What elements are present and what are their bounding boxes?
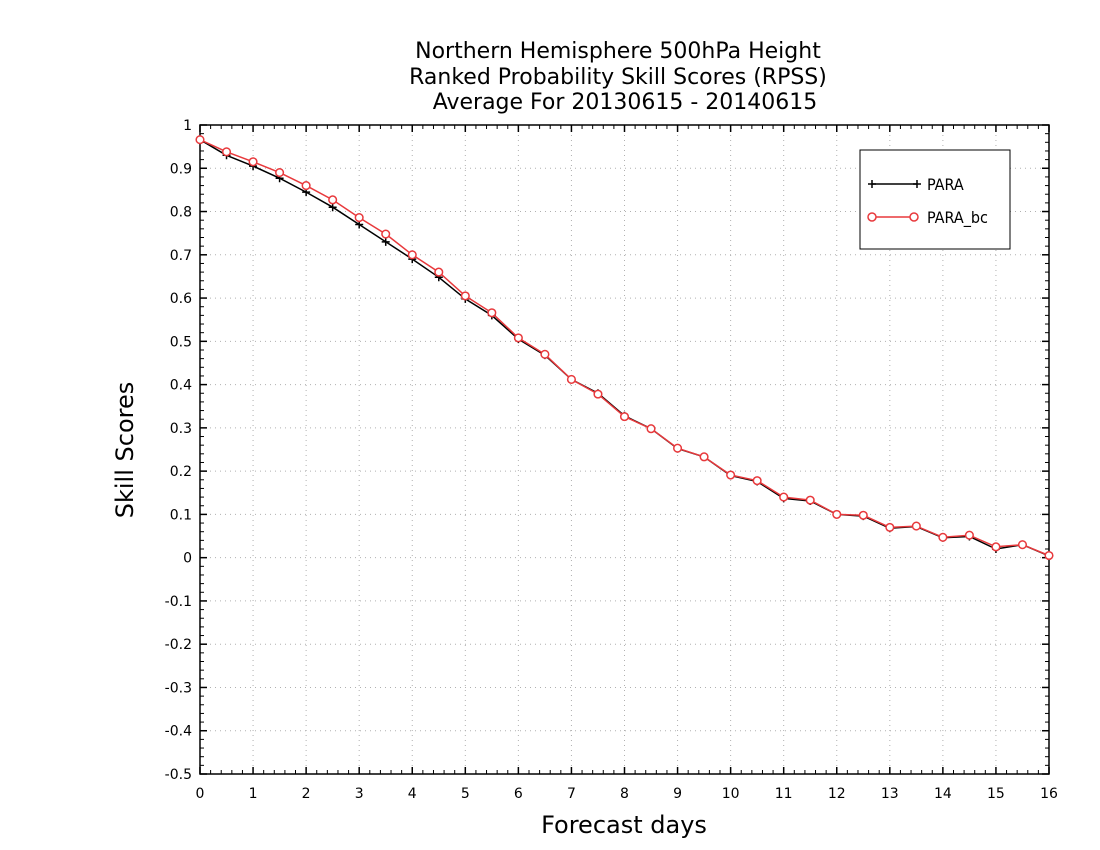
legend-box: [859, 149, 1011, 250]
data-point-para-bc: [275, 168, 285, 178]
circle-marker-icon: [909, 212, 919, 222]
x-tick-label: 15: [987, 786, 1005, 802]
data-point-para-bc: [381, 229, 391, 239]
x-tick-label: 10: [722, 786, 740, 802]
y-tick-label: 0.4: [170, 378, 192, 394]
x-tick-label: 13: [881, 786, 899, 802]
x-tick-label: 12: [828, 786, 846, 802]
data-point-para-bc: [726, 470, 736, 480]
legend-label-para: PARA: [927, 175, 964, 194]
x-tick-label: 7: [567, 786, 576, 802]
y-axis-label: Skill Scores: [111, 382, 139, 519]
data-point-para-bc: [964, 530, 974, 540]
chart-title-line-2: Ranked Probability Skill Scores (RPSS): [409, 65, 827, 90]
x-tick-label: 16: [1040, 786, 1058, 802]
data-point-para-bc: [991, 542, 1001, 552]
axis-ticks: 0 1 2 3 4 5 6 7 8 9 10 11 12 13 14 15 16-0.5-0.4-0.3-0.2…: [165, 118, 1058, 802]
y-tick-label: -0.1: [165, 594, 192, 610]
y-tick-label: 0.9: [170, 161, 192, 177]
data-point-para-bc: [885, 522, 895, 532]
x-tick-label: 8: [620, 786, 629, 802]
y-tick-label: -0.3: [165, 680, 192, 696]
data-point-para-bc: [805, 495, 815, 505]
data-point-para-bc: [752, 476, 762, 486]
data-point-para-bc: [301, 181, 311, 191]
data-point-para-bc: [195, 135, 205, 145]
x-tick-label: 4: [408, 786, 417, 802]
data-point-para-bc: [646, 424, 656, 434]
y-tick-label: 0.2: [170, 464, 192, 480]
data-point-para: [328, 203, 337, 212]
plus-marker-icon: [868, 180, 921, 188]
y-tick-label: 0.1: [170, 507, 192, 523]
data-point-para-bc: [938, 532, 948, 542]
data-point-para-bc: [911, 521, 921, 531]
y-tick-label: 1: [183, 118, 192, 134]
x-tick-label: 3: [355, 786, 364, 802]
data-point-para-bc: [221, 147, 232, 157]
chart-title-line-1: Northern Hemisphere 500hPa Height: [415, 39, 821, 64]
x-tick-label: 2: [302, 786, 311, 802]
data-point-para-bc: [248, 157, 258, 167]
data-point-para-bc: [407, 250, 417, 260]
y-tick-label: 0.6: [170, 291, 192, 307]
data-point-para-bc: [1044, 550, 1054, 561]
y-tick-label: 0.8: [170, 205, 192, 221]
data-point-para-bc: [779, 492, 789, 502]
legend-entry-para: PARA: [868, 175, 964, 194]
x-tick-label: 5: [461, 786, 470, 802]
x-tick-label: 14: [934, 786, 952, 802]
y-tick-label: -0.2: [165, 637, 192, 653]
x-tick-label: 11: [775, 786, 793, 802]
x-axis-label: Forecast days: [541, 811, 707, 839]
legend-label-para-bc: PARA_bc: [927, 208, 988, 228]
legend: PARA PARA_bc: [859, 149, 1011, 250]
circle-marker-icon: [867, 212, 877, 222]
chart-title: Northern Hemisphere 500hPa Height Ranked…: [409, 39, 827, 115]
y-tick-label: 0: [183, 551, 192, 567]
x-tick-label: 1: [249, 786, 258, 802]
data-point-para-bc: [434, 267, 444, 277]
data-point-para: [381, 237, 390, 246]
chart-title-line-3: Average For 20130615 - 20140615: [433, 90, 818, 115]
gridlines: [200, 125, 1049, 774]
data-point-para-bc: [619, 412, 630, 422]
data-point-para-bc: [460, 291, 470, 301]
data-point-para-bc: [858, 510, 868, 520]
data-point-para-bc: [593, 389, 603, 399]
data-point-para-bc: [354, 213, 364, 223]
data-point-para-bc: [540, 349, 550, 359]
data-point-para-bc: [487, 308, 497, 318]
data-point-para-bc: [566, 374, 576, 384]
data-point-para-bc: [1017, 540, 1028, 550]
y-tick-label: 0.7: [170, 248, 192, 264]
data-point-para-bc: [673, 443, 683, 453]
x-tick-label: 9: [673, 786, 682, 802]
x-tick-label: 6: [514, 786, 523, 802]
series-para-bc: [195, 135, 1054, 561]
data-point-para-bc: [513, 333, 523, 343]
y-tick-label: -0.4: [165, 724, 192, 740]
y-tick-label: 0.3: [170, 421, 192, 437]
data-point-para-bc: [832, 509, 842, 519]
data-series: [195, 135, 1054, 561]
y-tick-label: 0.5: [170, 334, 192, 350]
data-point-para-bc: [328, 195, 338, 205]
data-point-para-bc: [699, 452, 709, 462]
legend-entry-para-bc: PARA_bc: [867, 208, 988, 228]
y-tick-label: -0.5: [165, 767, 192, 783]
x-tick-label: 0: [196, 786, 205, 802]
